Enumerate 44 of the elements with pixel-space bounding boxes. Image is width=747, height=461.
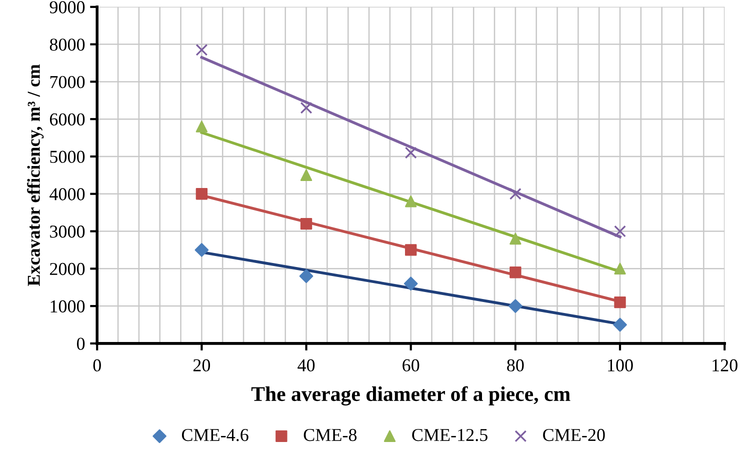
point [509, 188, 522, 200]
point [404, 146, 417, 159]
x-tick-label: 20 [193, 359, 210, 372]
legend-label: CME-12.5 [412, 428, 488, 442]
point [300, 169, 312, 182]
y-tick-label: 2000 [50, 262, 85, 276]
y-axis-title: Excavator efficiency, m³ / cm [27, 64, 44, 286]
x-axis-title: The average diameter of a piece, cm [251, 386, 570, 406]
x-tick-label: 100 [608, 359, 633, 372]
point [299, 269, 314, 284]
y-tick-label: 1000 [50, 300, 85, 312]
legend-label: CME-4.6 [182, 428, 248, 442]
y-tick-label: 6000 [50, 113, 85, 126]
point [510, 266, 522, 278]
point [508, 299, 522, 313]
y-tick-label: 3000 [50, 226, 85, 238]
point [614, 296, 626, 308]
point [300, 218, 312, 230]
legend-label: CME-20 [543, 428, 605, 442]
y-tick-label: 5000 [50, 150, 85, 163]
point [196, 188, 208, 200]
y-tick-label: 0 [76, 338, 85, 350]
point [404, 276, 418, 291]
x-tick-label: 0 [93, 359, 101, 372]
point [614, 225, 626, 238]
point [405, 196, 417, 208]
point [196, 44, 208, 56]
y-tick-label: 8000 [50, 38, 85, 51]
point [613, 318, 627, 332]
x-tick-label: 40 [298, 359, 315, 372]
x-tick-label: 60 [402, 359, 420, 372]
point [196, 120, 208, 132]
point [405, 244, 417, 256]
point [194, 243, 209, 257]
point [614, 262, 626, 275]
point [300, 102, 312, 114]
x-tick-label: 80 [507, 359, 524, 372]
y-tick-label: 4000 [50, 188, 85, 200]
line-series [200, 56, 622, 238]
legend-label: CME-8 [304, 428, 357, 442]
x-tick-label: 120 [712, 359, 738, 372]
y-tick-label: 9000 [50, 1, 85, 14]
point [510, 232, 522, 245]
y-tick-label: 7000 [50, 76, 85, 88]
